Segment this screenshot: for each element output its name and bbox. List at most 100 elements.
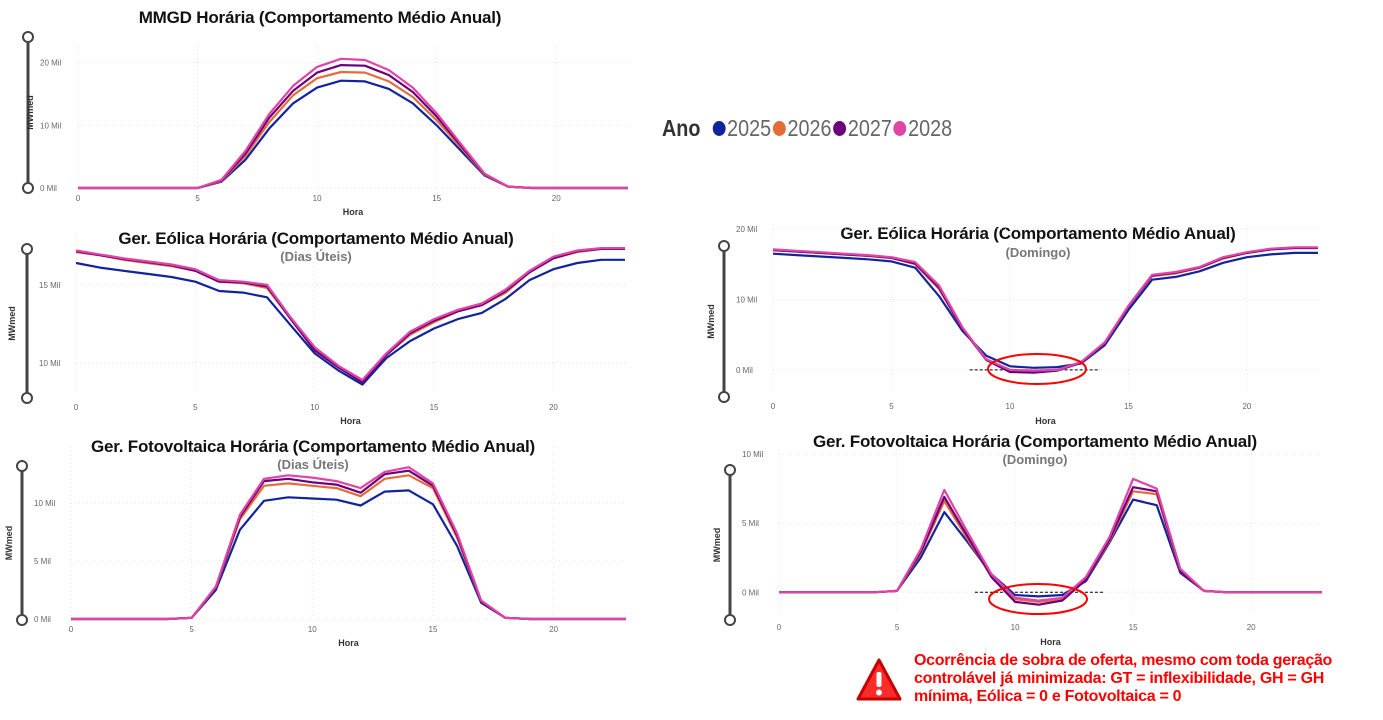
legend-dot-icon [772, 120, 786, 136]
y-axis-slider-handle-top [724, 464, 736, 476]
y-axis-slider-handle-bottom [21, 392, 33, 404]
legend-item-2026[interactable]: 2026 [772, 114, 832, 142]
y-axis-slider-handle-bottom [724, 614, 736, 626]
chart-title: Ger. Fotovoltaica Horária (Comportamento… [812, 432, 1258, 451]
series-line-2028 [779, 477, 1322, 602]
legend-label: 2027 [847, 114, 892, 141]
x-tick-label: 5 [889, 402, 894, 411]
x-tick-label: 10 [310, 403, 319, 412]
y-axis-title: MWmed [7, 306, 17, 341]
x-tick-label: 20 [549, 403, 558, 412]
legend-dot-icon [712, 120, 726, 136]
y-axis-title: MWmed [712, 528, 722, 563]
y-axis-slider-handle-top [22, 31, 34, 43]
highlight-ellipse [988, 583, 1088, 615]
x-tick-label: 10 [1011, 623, 1020, 632]
y-tick-label: 15 Mil [39, 281, 61, 290]
legend-dot-icon [833, 120, 847, 136]
x-axis-title: Hora [340, 416, 361, 426]
legend-item-2028[interactable]: 2028 [893, 114, 953, 142]
x-tick-label: 0 [74, 403, 79, 412]
y-tick-label: 10 Mil [742, 450, 764, 459]
y-axis-slider-handle-top [718, 240, 730, 252]
y-axis-slider-handle-top [21, 243, 33, 255]
legend-label: 2028 [908, 114, 953, 141]
x-axis-title: Hora [1035, 416, 1056, 426]
chart-subtitle: (Dias Úteis) [277, 457, 349, 472]
legend: Ano 2025 2026 2027 2028 [662, 112, 954, 144]
chart-title: Ger. Fotovoltaica Horária (Comportamento… [90, 437, 536, 456]
series-line-2027 [779, 486, 1322, 606]
x-tick-label: 20 [552, 194, 561, 203]
y-tick-label: 5 Mil [742, 519, 759, 528]
legend-item-2027[interactable]: 2027 [833, 115, 892, 142]
y-axis-slider-handle-bottom [16, 614, 28, 626]
y-tick-label: 0 Mil [736, 366, 753, 375]
x-tick-label: 20 [1247, 623, 1256, 632]
legend-item-2025[interactable]: 2025 [712, 115, 771, 142]
x-tick-label: 20 [1242, 402, 1251, 411]
series-line-2028 [71, 466, 626, 621]
y-tick-label: 10 Mil [40, 121, 62, 130]
warning-triangle-icon [856, 658, 902, 701]
y-axis-title: MWmed [4, 526, 14, 561]
x-tick-label: 10 [308, 625, 317, 634]
y-tick-label: 0 Mil [40, 184, 57, 193]
y-tick-label: 20 Mil [736, 225, 758, 234]
y-tick-label: 10 Mil [736, 295, 758, 304]
x-axis-title: Hora [338, 638, 359, 648]
y-axis-slider-handle-top [16, 460, 28, 472]
y-tick-label: 0 Mil [742, 588, 759, 597]
legend-title: Ano [662, 114, 701, 141]
x-tick-label: 15 [1129, 623, 1138, 632]
chart-subtitle: (Domingo) [1002, 452, 1068, 467]
x-tick-label: 5 [895, 623, 900, 632]
chart-title: MMGD Horária (Comportamento Médio Anual) [138, 8, 502, 27]
series-line-2028 [772, 246, 1318, 372]
chart-title: Ger. Eólica Horária (Comportamento Médio… [118, 229, 514, 248]
x-tick-label: 10 [1006, 402, 1015, 411]
x-axis-title: Hora [343, 207, 364, 217]
x-axis-title: Hora [1040, 637, 1061, 647]
y-axis-slider-handle-bottom [22, 182, 34, 194]
x-tick-label: 15 [430, 403, 439, 412]
chart-subtitle: (Dias Úteis) [280, 249, 352, 264]
y-tick-label: 10 Mil [39, 359, 61, 368]
legend-label: 2026 [787, 114, 832, 141]
x-tick-label: 15 [429, 625, 438, 634]
series-line-2028 [78, 57, 628, 190]
y-tick-label: 10 Mil [34, 499, 56, 508]
x-tick-label: 5 [189, 625, 194, 634]
x-tick-label: 20 [549, 625, 558, 634]
y-axis-title: MWmed [706, 304, 716, 339]
warning-text: Ocorrência de sobra de oferta, mesmo com… [914, 652, 1333, 705]
x-tick-label: 15 [432, 194, 441, 203]
x-tick-label: 10 [313, 194, 322, 203]
x-tick-label: 0 [76, 194, 81, 203]
y-tick-label: 5 Mil [34, 557, 51, 566]
y-tick-label: 0 Mil [34, 615, 51, 624]
legend-dot-icon [893, 120, 907, 136]
chart-title: Ger. Eólica Horária (Comportamento Médio… [840, 224, 1236, 243]
series-line-2025 [779, 498, 1322, 598]
x-tick-label: 15 [1124, 402, 1133, 411]
y-tick-label: 20 Mil [40, 59, 62, 68]
series-line-2025 [75, 258, 625, 386]
x-tick-label: 5 [195, 194, 200, 203]
x-tick-label: 0 [69, 625, 74, 634]
legend-label: 2025 [727, 114, 772, 141]
x-tick-label: 5 [193, 403, 198, 412]
y-axis-slider-handle-bottom [718, 391, 730, 403]
x-tick-label: 0 [771, 402, 776, 411]
highlight-ellipse [987, 353, 1087, 385]
chart-subtitle: (Domingo) [1005, 245, 1071, 260]
y-axis-title: MWmed [25, 95, 35, 130]
series-line-2028 [75, 247, 625, 382]
x-tick-label: 0 [777, 623, 782, 632]
series-line-2025 [772, 251, 1318, 369]
